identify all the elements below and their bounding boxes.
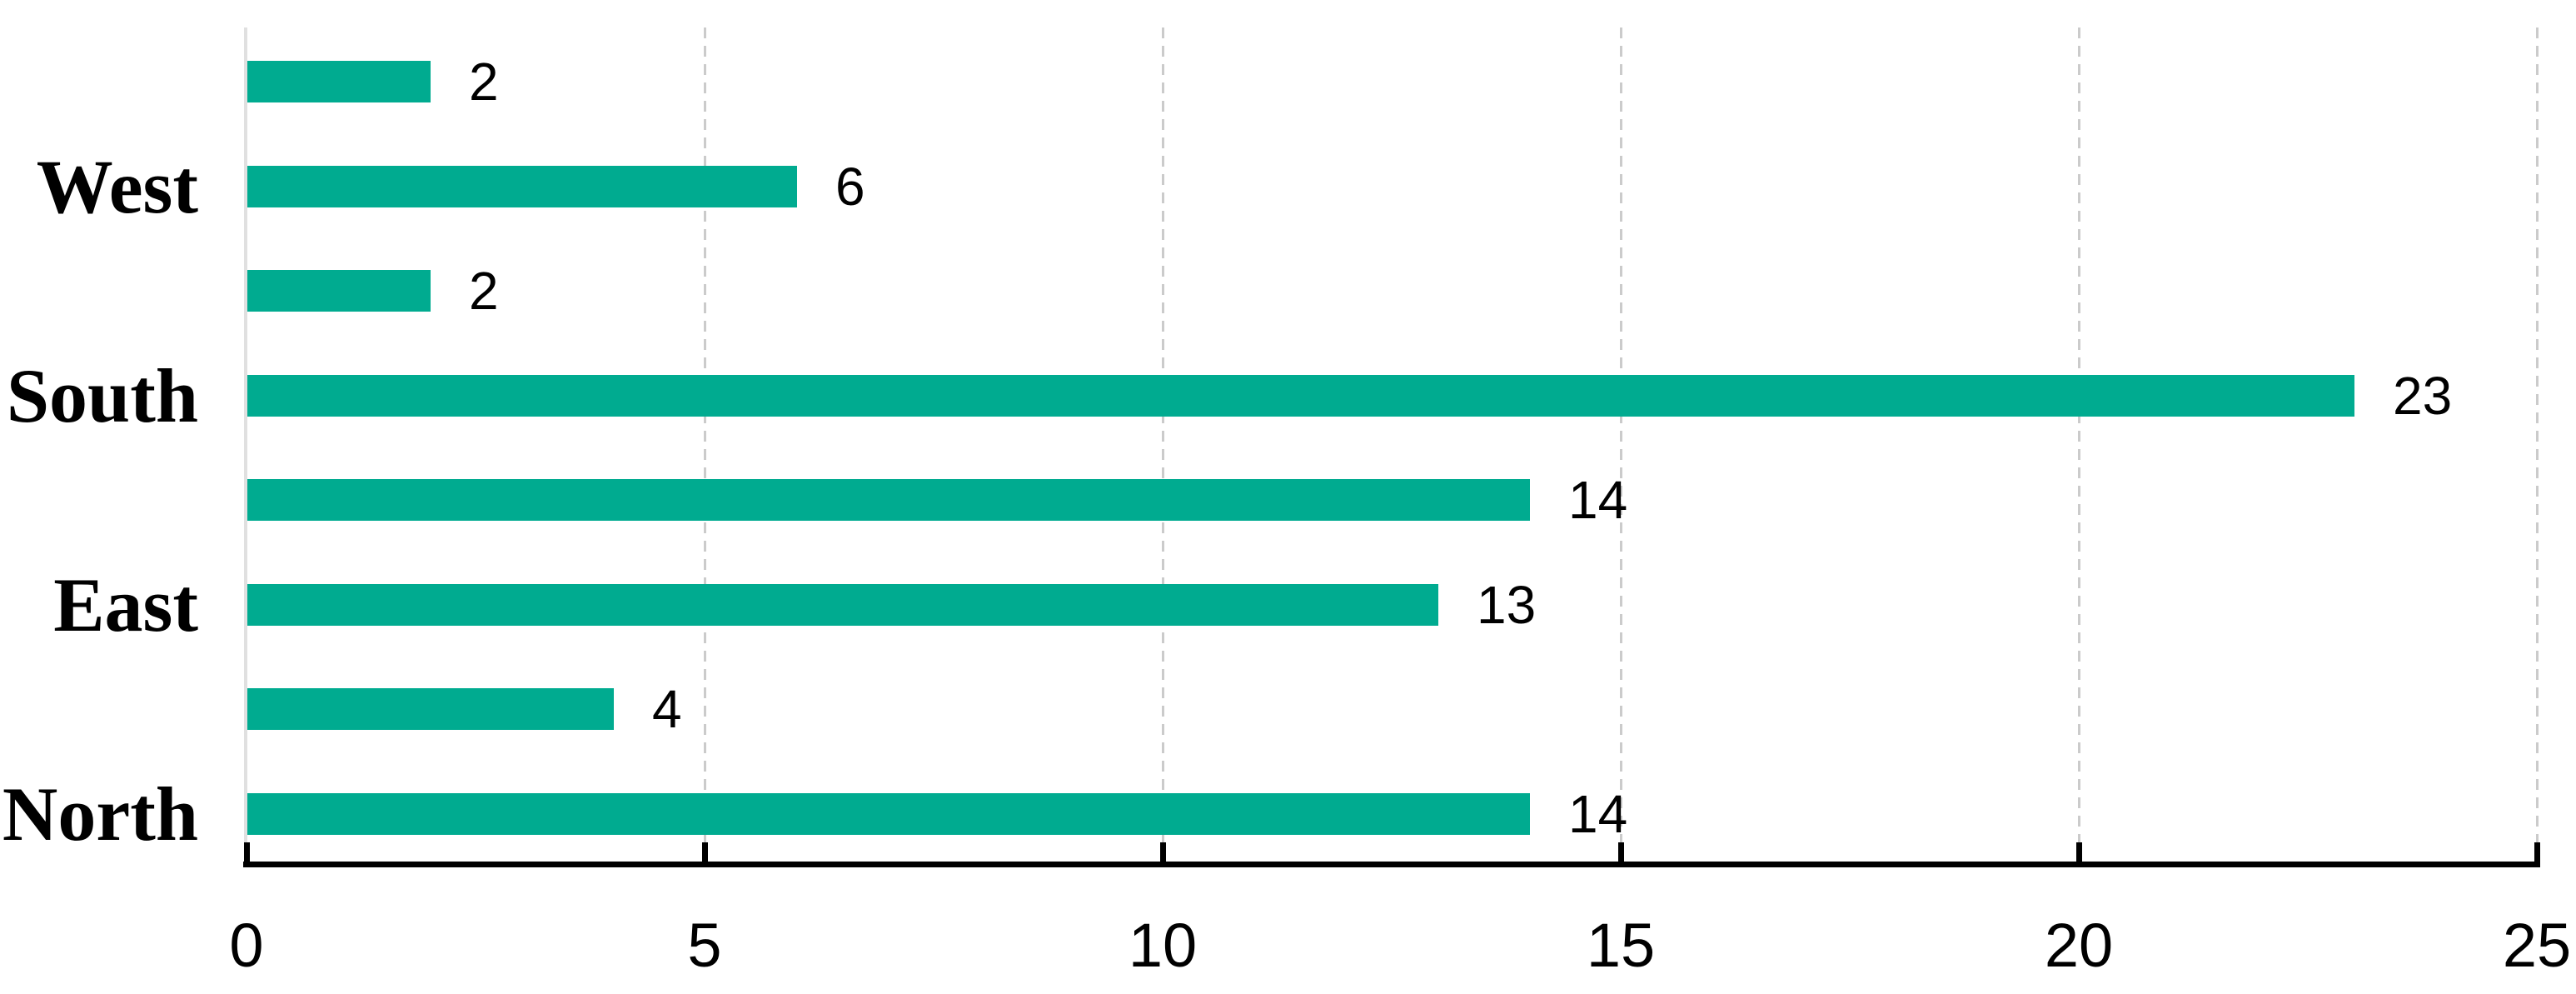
bar: [247, 479, 1530, 521]
x-axis-tick-label: 5: [687, 911, 722, 980]
bar-value-label: 13: [1477, 574, 1537, 635]
y-axis-label: West: [36, 143, 198, 229]
bar: [247, 165, 797, 207]
gridline: [703, 27, 706, 862]
bar-value-label: 6: [835, 156, 865, 217]
x-axis-tick-label: 15: [1586, 911, 1656, 980]
x-axis-tick-label: 10: [1128, 911, 1198, 980]
plot-area: 2 6 2 23 14 13 4 14: [244, 27, 2539, 862]
gridline: [2077, 27, 2080, 862]
gridline: [1161, 27, 1164, 862]
x-axis-tick: [1617, 842, 1624, 862]
bar-value-label: 2: [469, 52, 499, 112]
y-axis-label: East: [53, 562, 198, 647]
gridline: [2535, 27, 2539, 862]
x-axis-tick-label: 25: [2502, 911, 2572, 980]
y-axis-line: [244, 27, 247, 862]
bar-value-label: 14: [1568, 470, 1628, 530]
bar-value-label: 14: [1568, 783, 1628, 844]
bar: [247, 61, 431, 102]
y-axis-label: North: [2, 771, 198, 857]
gridline: [1619, 27, 1622, 862]
bar-value-label: 23: [2393, 365, 2453, 426]
x-axis-tick: [1159, 842, 1166, 862]
bar: [247, 792, 1530, 835]
bar: [247, 688, 614, 730]
bar: [247, 270, 431, 312]
y-axis-label: South: [6, 352, 198, 438]
x-axis-tick: [243, 842, 250, 862]
x-axis-line: [243, 862, 2540, 867]
bar-value-label: 4: [652, 679, 682, 739]
bar: [247, 583, 1438, 626]
x-axis-tick: [2534, 842, 2540, 862]
x-axis-tick: [2075, 842, 2082, 862]
bar: [247, 374, 2354, 417]
x-axis-tick-label: 0: [229, 911, 264, 980]
x-axis-tick-label: 20: [2044, 911, 2114, 980]
bar-value-label: 2: [469, 261, 499, 321]
x-axis-tick: [701, 842, 708, 862]
